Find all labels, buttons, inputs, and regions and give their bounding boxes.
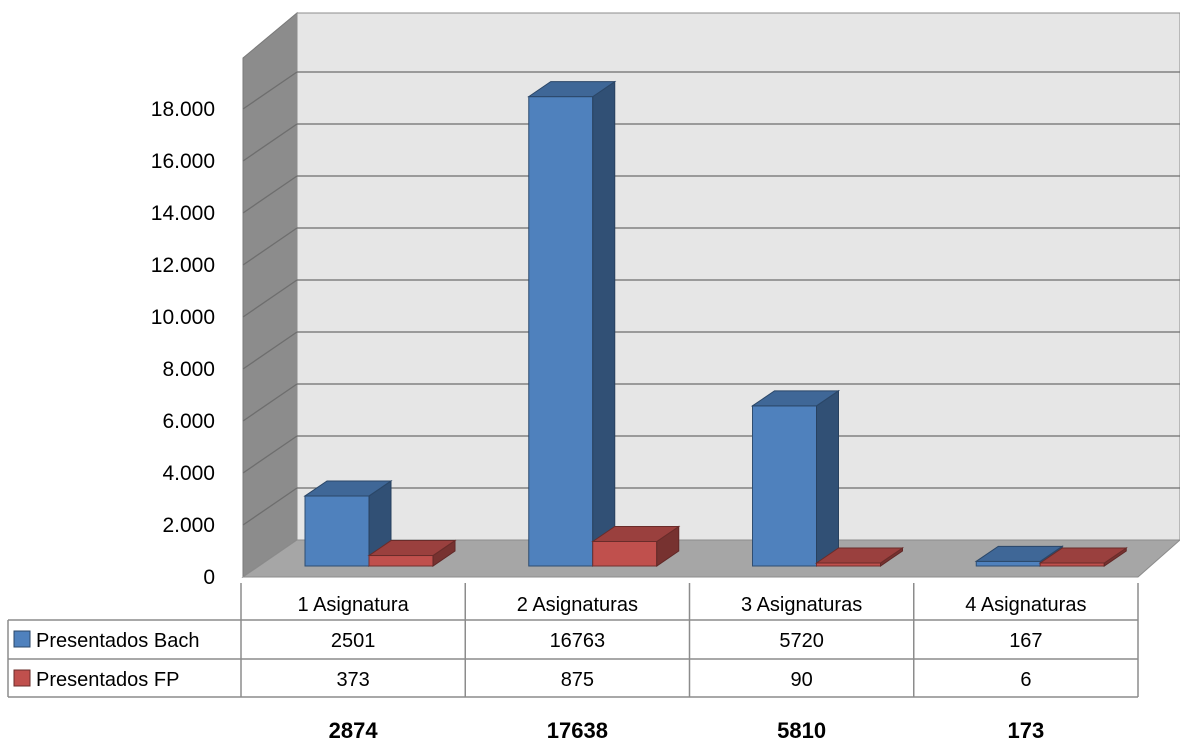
bar-top — [527, 81, 617, 98]
y-tick-label: 4.000 — [162, 462, 215, 485]
gridlines — [242, 71, 1180, 526]
y-tick-label: 18.000 — [151, 98, 215, 121]
category-label: 3 Asignaturas — [741, 594, 862, 616]
y-tick-label: 16.000 — [151, 150, 215, 173]
bar-side — [816, 389, 839, 567]
gridline-side — [242, 175, 298, 214]
total-value: 173 — [1008, 718, 1045, 743]
category-label: 2 Asignaturas — [517, 594, 638, 616]
side-wall — [242, 11, 298, 578]
y-tick-label: 8.000 — [162, 358, 215, 381]
legend-label: Presentados FP — [36, 669, 179, 691]
table-cell: 167 — [1009, 630, 1042, 652]
totals-row: 2874 17638 5810 173 — [329, 718, 1045, 743]
gridline-side — [242, 71, 298, 110]
bar-top — [814, 547, 905, 564]
total-value: 5810 — [777, 718, 826, 743]
bar-top — [367, 540, 457, 557]
chart-walls — [241, 11, 1180, 578]
y-tick-label: 2.000 — [162, 514, 215, 537]
category-label: 1 Asignatura — [298, 594, 410, 616]
bar — [752, 405, 817, 567]
y-tick-label: 6.000 — [162, 410, 215, 433]
y-tick-label: 12.000 — [151, 254, 215, 277]
total-value: 17638 — [547, 718, 608, 743]
bar — [592, 541, 658, 567]
table-cell: 875 — [561, 669, 594, 691]
category-label: 4 Asignaturas — [965, 594, 1086, 616]
bar-top — [974, 545, 1064, 562]
table-cell: 373 — [336, 669, 369, 691]
legend-key — [13, 669, 31, 687]
y-tick-label: 10.000 — [151, 306, 215, 329]
back-wall — [296, 12, 1180, 541]
bar-top — [750, 390, 841, 407]
bar-top — [591, 526, 681, 542]
data-table: 1 Asignatura 2 Asignaturas 3 Asignaturas 4 … — [7, 583, 1139, 698]
total-value: 2874 — [329, 718, 379, 743]
gridline-side — [242, 435, 298, 474]
bar-top — [1038, 547, 1128, 564]
bar — [528, 96, 594, 567]
bar — [975, 560, 1041, 567]
y-tick-label: 14.000 — [151, 202, 215, 225]
bars — [303, 80, 1128, 567]
table-cell: 16763 — [550, 630, 606, 652]
gridline-side — [242, 331, 298, 370]
table-cell: 6 — [1020, 669, 1031, 691]
y-axis-ticks: 0 2.000 4.000 6.000 8.000 10.000 12.000 14.000 1… — [151, 98, 215, 589]
gridline-side — [242, 279, 298, 318]
gridline-side — [242, 123, 298, 162]
y-tick-label: 0 — [203, 566, 215, 589]
gridline-side — [242, 383, 298, 422]
legend-label: Presentados Bach — [36, 630, 199, 652]
gridline-side — [242, 487, 298, 526]
bar-top — [303, 480, 393, 497]
bar — [304, 495, 370, 567]
table-cell: 90 — [791, 669, 813, 691]
legend-key — [13, 630, 31, 648]
table-cell: 5720 — [779, 630, 824, 652]
gridline-side — [242, 227, 298, 266]
bar-side — [592, 80, 616, 567]
table-cell: 2501 — [331, 630, 376, 652]
bar — [368, 555, 434, 567]
floor — [241, 539, 1180, 578]
